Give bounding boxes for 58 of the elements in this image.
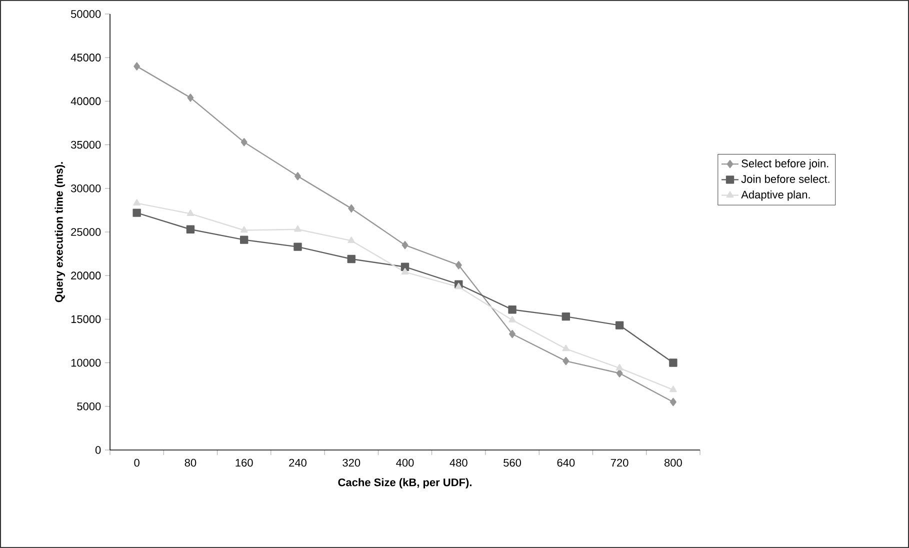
point — [402, 240, 408, 250]
point — [508, 305, 516, 314]
point — [509, 330, 516, 338]
y-tick-label: 25000 — [71, 228, 101, 236]
y-tick-label: 0 — [95, 446, 101, 454]
point — [240, 138, 248, 146]
x-tick-label: 80 — [184, 458, 196, 467]
point — [670, 398, 676, 406]
x-tick-label: 560 — [504, 458, 522, 467]
point — [616, 369, 623, 378]
point — [132, 208, 141, 217]
point — [669, 358, 678, 367]
point — [508, 316, 516, 322]
y-tick-label: 40000 — [70, 97, 101, 106]
point — [294, 242, 302, 251]
point — [401, 268, 409, 274]
legend-label: Adaptive plan. — [741, 190, 810, 201]
y-tick-label: 20000 — [71, 272, 101, 280]
point — [562, 312, 570, 321]
point — [562, 344, 570, 352]
y-tick-label: 50000 — [70, 10, 101, 18]
x-tick-label: 0 — [134, 458, 140, 467]
legend-label: Join before select. — [741, 174, 830, 183]
point — [186, 210, 194, 216]
point — [240, 226, 248, 233]
x-tick-label: 160 — [236, 458, 253, 467]
point — [616, 364, 624, 370]
y-tick-label: 45000 — [70, 54, 101, 62]
point — [294, 172, 301, 180]
legend-label: Select before join. — [742, 159, 828, 170]
y-tick-label: 10000 — [71, 358, 101, 367]
y-tick-label: 30000 — [70, 184, 101, 192]
point — [562, 356, 570, 366]
x-tick-label: 800 — [664, 458, 682, 467]
y-tick-label: 5000 — [77, 402, 101, 410]
point — [455, 282, 462, 290]
point — [134, 62, 140, 70]
y-tick-label: 35000 — [70, 140, 101, 149]
point — [348, 204, 355, 213]
x-tick-label: 720 — [610, 458, 628, 467]
x-tick-label: 640 — [557, 458, 575, 467]
x-tick-label: 480 — [450, 458, 468, 467]
x-tick-label: 400 — [396, 458, 414, 467]
point — [133, 199, 140, 206]
y-axis-title: Query execution time (ms). — [54, 162, 66, 302]
point — [186, 225, 195, 234]
x-tick-label: 320 — [342, 458, 360, 467]
point — [455, 261, 462, 270]
point — [347, 254, 356, 264]
point — [294, 225, 302, 232]
point — [670, 386, 677, 392]
point — [348, 236, 356, 244]
x-tick-label: 240 — [289, 458, 306, 467]
point — [187, 94, 194, 102]
x-axis-title: Cache Size (kB, per UDF). — [338, 478, 472, 488]
point — [240, 236, 248, 244]
point — [615, 321, 624, 330]
y-tick-label: 15000 — [71, 315, 101, 324]
